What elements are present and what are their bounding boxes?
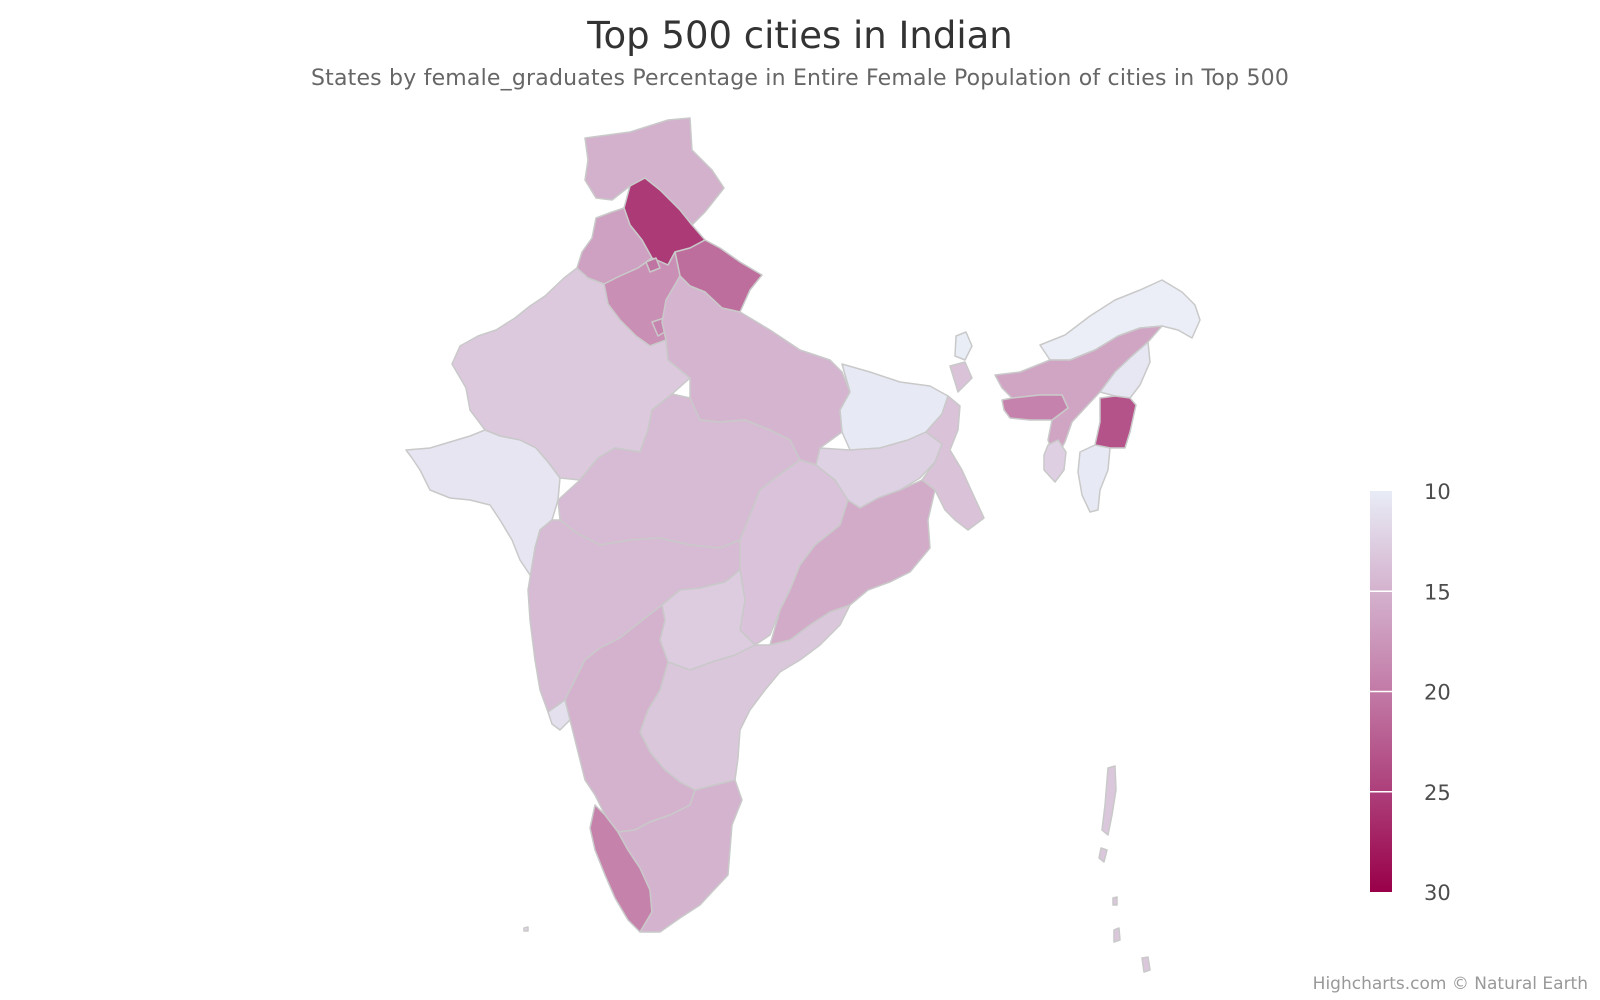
state-tripura[interactable] — [1043, 439, 1067, 483]
state-chandigarh[interactable] — [645, 257, 661, 273]
state-goa[interactable] — [547, 699, 571, 731]
legend-tick-label: 20 — [1424, 681, 1451, 705]
legend-tick-label: 15 — [1424, 580, 1451, 604]
color-legend: 10 15 20 25 30 — [1370, 480, 1451, 905]
state-sikkim[interactable] — [954, 331, 973, 361]
state-west-bengal[interactable] — [921, 361, 985, 531]
state-lakshadweep[interactable] — [523, 926, 529, 932]
legend-tick-label: 10 — [1424, 480, 1451, 504]
chart-subtitle: States by female_graduates Percentage in… — [310, 66, 1290, 91]
legend-tick-label: 25 — [1424, 781, 1451, 805]
credits-link[interactable]: Highcharts.com © Natural Earth — [1312, 974, 1588, 994]
states-layer — [405, 117, 1201, 973]
state-manipur[interactable] — [1094, 395, 1137, 449]
legend-tick-label: 30 — [1424, 881, 1451, 905]
legend-ticks: 10 15 20 25 30 — [1370, 480, 1451, 905]
state-mizoram[interactable] — [1077, 444, 1111, 513]
chart-title: Top 500 cities in Indian — [587, 14, 1013, 57]
state-meghalaya[interactable] — [1001, 394, 1069, 421]
state-andaman-and-nicobar[interactable] — [1098, 765, 1151, 973]
state-tamil-nadu[interactable] — [617, 779, 743, 933]
